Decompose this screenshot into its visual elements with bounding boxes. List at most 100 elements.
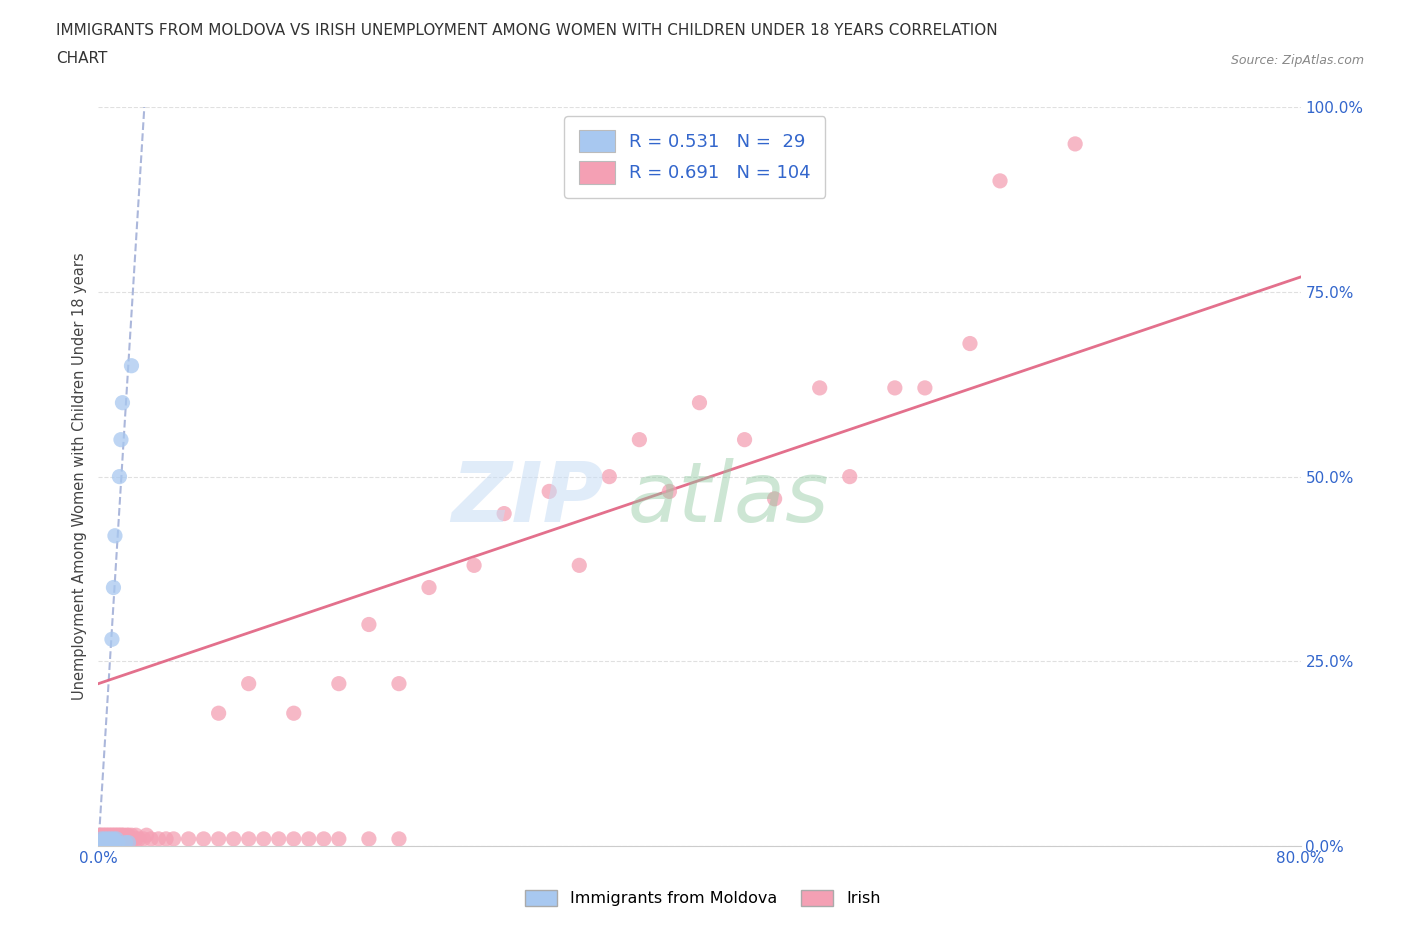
Point [110,432,132,447]
Point [988,173,1011,188]
Point [125,828,148,843]
Point [688,395,710,410]
Point [101,828,124,843]
Point [117,835,139,850]
Point [111,831,134,846]
Point [93,835,115,850]
Point [90,835,112,850]
Point [89,831,111,846]
Point [100,835,122,850]
Point [734,432,756,447]
Point [93,833,115,848]
Point [97,833,120,848]
Point [155,831,177,846]
Point [883,380,905,395]
Point [628,432,651,447]
Point [107,831,129,846]
Point [100,831,122,846]
Point [118,831,141,846]
Point [101,833,124,848]
Point [104,828,127,843]
Point [193,831,215,846]
Legend: R = 0.531   N =  29, R = 0.691   N = 104: R = 0.531 N = 29, R = 0.691 N = 104 [564,116,825,198]
Point [208,831,231,846]
Point [110,828,132,843]
Text: Source: ZipAtlas.com: Source: ZipAtlas.com [1230,54,1364,67]
Point [108,828,131,843]
Text: ZIP: ZIP [451,458,603,539]
Point [97,835,120,850]
Point [328,676,350,691]
Point [139,831,162,846]
Point [135,828,157,843]
Point [1064,137,1087,152]
Point [101,831,124,846]
Point [103,828,125,843]
Point [94,835,117,850]
Point [94,835,117,850]
Point [103,831,125,846]
Point [148,831,170,846]
Point [100,828,122,843]
Point [125,831,148,846]
Point [463,558,485,573]
Point [89,835,111,850]
Point [117,828,139,843]
Point [110,831,132,846]
Point [283,706,305,721]
Point [91,833,114,848]
Point [90,835,112,850]
Point [101,833,124,848]
Text: atlas: atlas [627,458,830,539]
Y-axis label: Unemployment Among Women with Children Under 18 years: Unemployment Among Women with Children U… [72,253,87,700]
Point [388,676,411,691]
Point [357,618,380,632]
Point [128,831,150,846]
Point [100,831,122,846]
Point [96,833,118,848]
Point [121,828,143,843]
Point [93,835,115,850]
Point [91,835,114,850]
Point [238,676,260,691]
Point [89,835,111,850]
Point [104,833,127,848]
Point [96,831,118,846]
Point [838,470,860,485]
Point [101,631,124,646]
Point [808,380,831,395]
Point [763,491,786,506]
Point [94,831,117,846]
Point [97,833,120,848]
Point [103,580,125,595]
Point [177,831,200,846]
Point [112,831,135,846]
Point [91,828,114,843]
Point [238,831,260,846]
Point [658,484,681,498]
Point [93,831,115,846]
Point [914,380,936,395]
Point [208,706,231,721]
Point [105,831,128,846]
Point [96,831,118,846]
Point [298,831,321,846]
Point [108,831,131,846]
Point [96,828,118,843]
Legend: Immigrants from Moldova, Irish: Immigrants from Moldova, Irish [519,884,887,912]
Point [105,828,128,843]
Point [107,828,129,843]
Point [89,833,111,848]
Point [103,831,125,846]
Point [97,828,120,843]
Point [114,831,136,846]
Point [89,828,111,843]
Point [94,828,117,843]
Point [253,831,276,846]
Point [267,831,290,846]
Point [117,831,139,846]
Point [90,831,112,846]
Point [538,484,561,498]
Point [93,831,115,846]
Point [418,580,440,595]
